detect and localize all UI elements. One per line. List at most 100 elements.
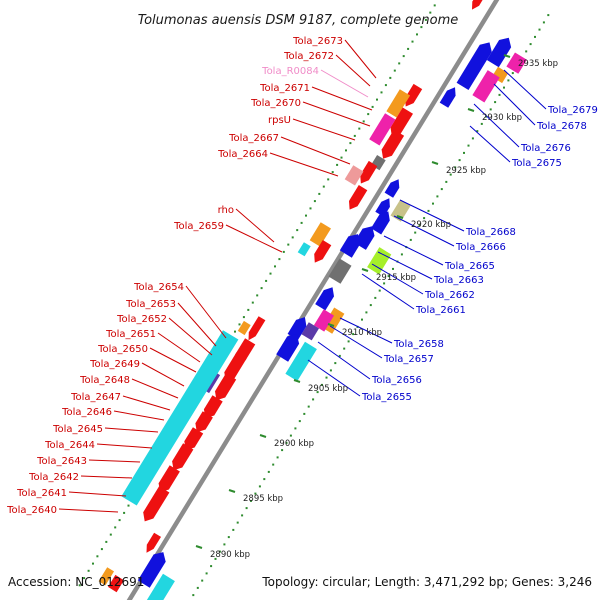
gene-label-left: Tola_2648	[79, 375, 130, 386]
leader-line-left	[149, 347, 197, 373]
dots-track-outer-right-dot	[294, 427, 297, 430]
leader-line-left	[96, 443, 153, 449]
dots-track-outer-right-dot	[378, 289, 381, 292]
gene-label-left: Tola_2643	[36, 456, 87, 467]
dots-track-outer-right-dot	[236, 521, 239, 524]
gene-cyan	[297, 242, 311, 257]
dots-track-outer-left-dot	[105, 540, 108, 543]
gene-red	[405, 83, 423, 107]
dots-track-outer-right-dot	[329, 369, 332, 372]
dots-track-outer-right-dot	[289, 434, 292, 437]
dots-track-outer-left-dot	[123, 511, 126, 514]
dots-track-outer-left-dot	[83, 577, 86, 580]
dots-track-outer-right-dot	[321, 383, 323, 386]
leader-line-left	[131, 378, 179, 399]
scale-tick-mark	[503, 54, 511, 58]
dots-track-outer-right-dot	[365, 311, 368, 314]
gene-purple	[301, 322, 319, 341]
scale-tick-label: 2900 kbp	[274, 439, 314, 449]
gene-red	[172, 443, 194, 471]
dots-track-outer-left-dot	[269, 272, 272, 275]
backbone-line	[124, 0, 500, 604]
dots-track-outer-left-dot	[282, 250, 285, 253]
dots-track-outer-left-dot	[371, 105, 374, 108]
dots-track-outer-right-dot	[196, 586, 199, 589]
dots-track-outer-right-dot	[218, 550, 221, 553]
dots-track-outer-right-dot	[338, 354, 341, 357]
leader-line-left	[113, 410, 165, 421]
scale-tick-label: 2915 kbp	[376, 273, 416, 283]
dots-track-outer-left-dot	[424, 18, 427, 21]
leader-line-left	[177, 302, 217, 347]
leader-line-left	[335, 54, 371, 87]
gene-red	[158, 465, 180, 493]
leader-line-right	[361, 273, 415, 310]
dots-track-outer-left-dot	[429, 11, 432, 14]
dots-track-outer-right-dot	[498, 93, 501, 96]
dots-track-outer-left-dot	[251, 301, 254, 304]
leader-line-left	[225, 224, 283, 253]
gene-label-left: Tola_R0084	[261, 66, 319, 77]
gene-label-left: Tola_2652	[116, 314, 167, 325]
scale-tick-mark	[293, 379, 301, 383]
gene-cyan	[285, 341, 317, 382]
gene-label-right: Tola_2676	[520, 143, 571, 154]
leader-line-right	[377, 251, 433, 280]
gene-orange	[237, 320, 251, 336]
dots-track-outer-left-dot	[384, 84, 387, 87]
dots-track-outer-right-dot	[263, 478, 266, 481]
dots-track-outer-right-dot	[436, 195, 439, 198]
gene-label-right: Tola_2679	[547, 105, 598, 116]
gene-orange	[322, 307, 345, 334]
scale-tick-label: 2935 kbp	[518, 59, 558, 69]
dots-track-outer-left-dot	[380, 91, 383, 94]
scale-tick-mark	[228, 489, 236, 493]
dots-track-outer-left-dot	[420, 26, 423, 29]
leader-line-left	[58, 508, 119, 513]
dots-track-outer-left-dot	[274, 265, 276, 268]
label-leader-lines	[58, 39, 547, 513]
dots-track-outer-right-dot	[418, 224, 421, 227]
dots-track-outer-right-dot	[414, 231, 417, 234]
dots-track-outer-left-dot	[416, 33, 418, 36]
dots-track-outer-right-dot	[392, 267, 394, 270]
dots-track-outer-right-dot	[383, 282, 386, 285]
dots-track-outer-left-dot	[242, 316, 245, 319]
dots-track-outer-left-dot	[349, 142, 352, 145]
leader-line-right	[339, 317, 393, 344]
dots-track-outer-right-dot	[374, 296, 377, 299]
gene-label-left: Tola_2651	[105, 329, 156, 340]
dots-track-outer-right-dot	[432, 202, 434, 205]
accession-text: Accession: NC_012691	[8, 575, 144, 589]
dots-track-outer-right-dot	[272, 463, 275, 466]
scale-tick-label: 2930 kbp	[482, 113, 522, 123]
gene-red	[381, 129, 405, 159]
gene-label-right: Tola_2656	[371, 375, 422, 386]
dots-track-outer-right-dot	[303, 412, 306, 415]
gene-label-left: Tola_2645	[52, 424, 103, 435]
dots-track-outer-right-dot	[210, 565, 213, 568]
map-title: Tolumonas auensis DSM 9187, complete gen…	[138, 13, 459, 28]
dots-track-outer-right-dot	[454, 166, 457, 169]
leader-line-left	[302, 101, 371, 127]
dots-track-outer-left-dot	[278, 258, 281, 261]
dots-track-outer-right-dot	[250, 499, 252, 502]
leader-line-right	[329, 325, 383, 359]
dots-track-outer-right-dot	[201, 579, 204, 582]
scale-tick-label: 2925 kbp	[446, 166, 486, 176]
leader-line-left	[104, 427, 159, 433]
topology-text: Topology: circular; Length: 3,471,292 bp…	[261, 575, 592, 589]
dots-track-outer-left-dot	[92, 562, 94, 565]
gene-blue	[456, 42, 492, 90]
scale-tick-mark	[327, 323, 335, 327]
gene-label-left: Tola_2670	[250, 98, 301, 109]
scale-tick-mark	[361, 268, 369, 272]
dots-track-outer-right-dot	[312, 398, 315, 401]
gene-label-left: Tola_2647	[70, 392, 121, 403]
dots-track-outer-right-dot	[494, 101, 497, 104]
dots-track-outer-left-dot	[127, 504, 130, 507]
gene-cyan	[144, 573, 175, 604]
leader-line-left	[344, 39, 377, 79]
dots-track-outer-right-dot	[258, 485, 261, 488]
dots-track-outer-right-dot	[347, 340, 350, 343]
